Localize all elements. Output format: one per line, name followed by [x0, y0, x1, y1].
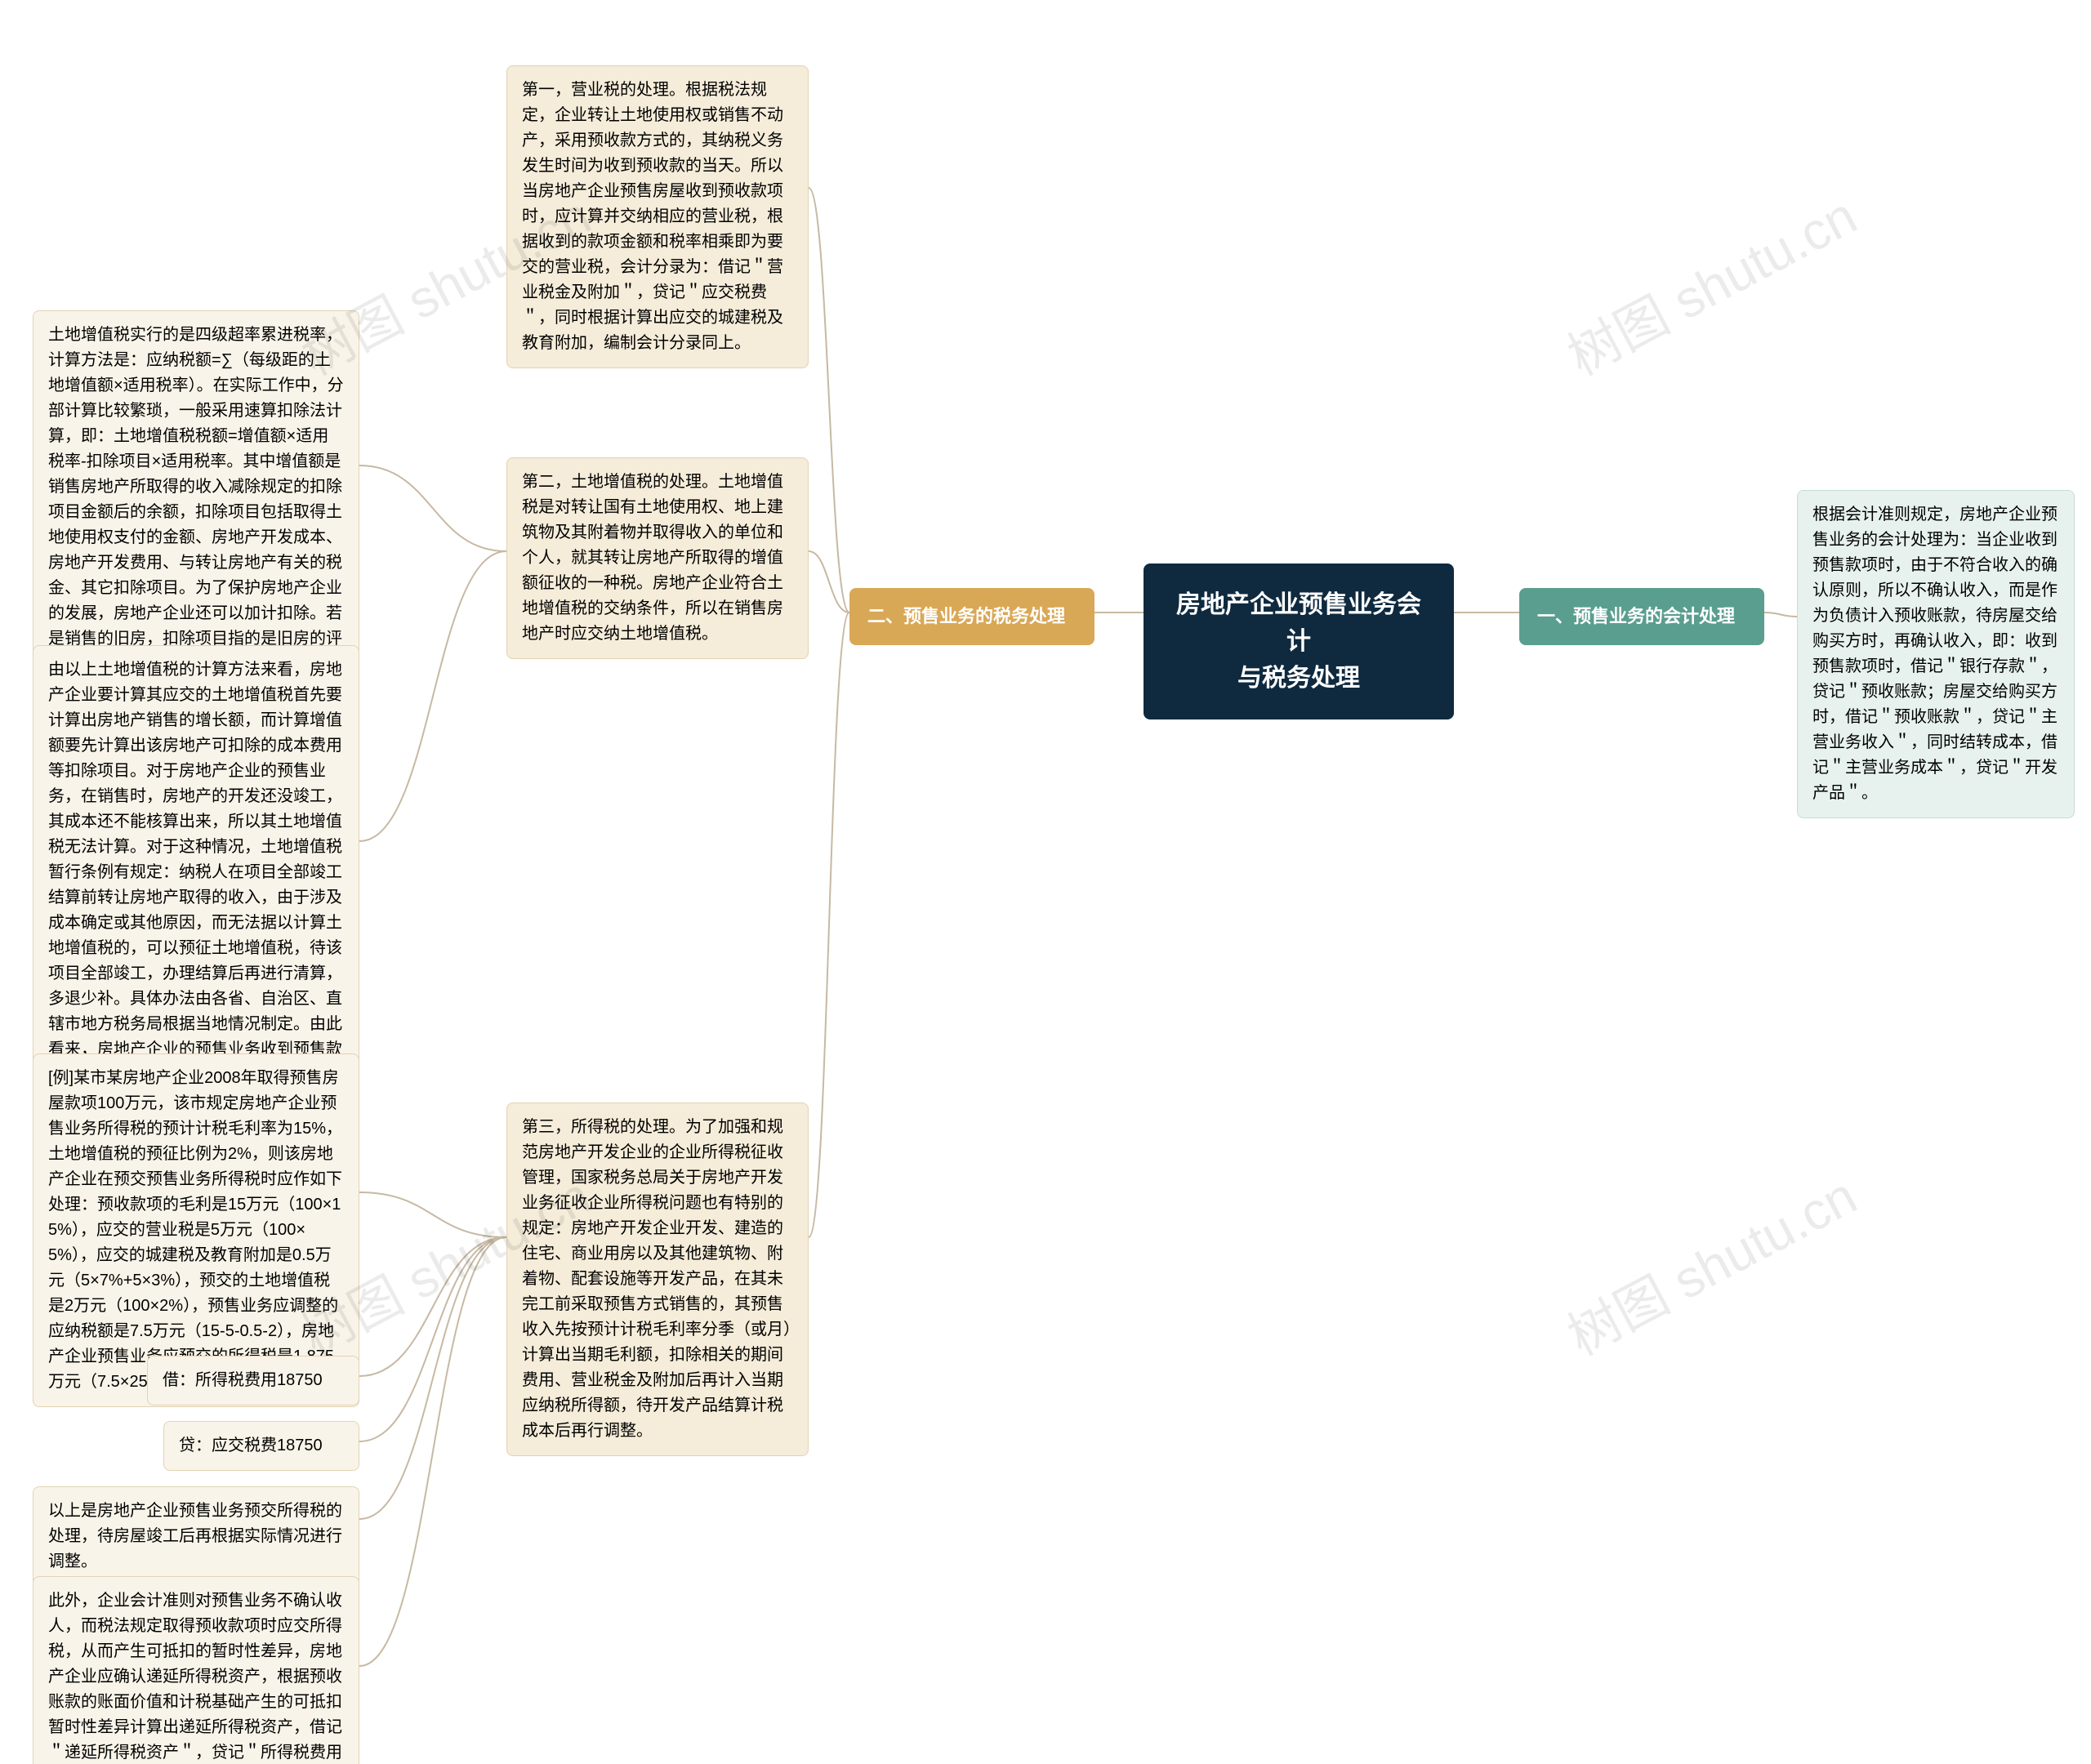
- sub-tax-1: 第二，土地增值税的处理。土地增值税是对转让国有土地使用权、地上建筑物及其附着物并…: [506, 457, 809, 659]
- sub-tax-2: 第三，所得税的处理。为了加强和规范房地产开发企业的企业所得税征收管理，国家税务总…: [506, 1102, 809, 1456]
- leaf-tax-2-2: 贷：应交税费18750: [163, 1421, 359, 1471]
- root-node: 房地产企业预售业务会计 与税务处理: [1144, 564, 1454, 719]
- leaf-tax-2-4: 此外，企业会计准则对预售业务不确认收人，而税法规定取得预收款项时应交所得税，从而…: [33, 1576, 359, 1764]
- branch-accounting: 一、预售业务的会计处理: [1519, 588, 1764, 645]
- leaf-tax-2-1: 借：所得税费用18750: [147, 1356, 359, 1405]
- leaf-tax-2-3: 以上是房地产企业预售业务预交所得税的处理，待房屋竣工后再根据实际情况进行调整。: [33, 1486, 359, 1587]
- branch-tax: 二、预售业务的税务处理: [849, 588, 1095, 645]
- watermark-1: 树图 shutu.cn: [1553, 175, 1868, 390]
- leaf-tax-2-0: [例]某市某房地产企业2008年取得预售房屋款项100万元，该市规定房地产企业预…: [33, 1054, 359, 1407]
- watermark-3: 树图 shutu.cn: [1553, 1155, 1868, 1370]
- leaf-tax-1-0: 土地增值税实行的是四级超率累进税率，计算方法是：应纳税额=∑（每级距的土地增值额…: [33, 310, 359, 689]
- leaf-accounting-0: 根据会计准则规定，房地产企业预售业务的会计处理为：当企业收到预售款项时，由于不符…: [1797, 490, 2075, 818]
- sub-tax-0: 第一，营业税的处理。根据税法规定，企业转让土地使用权或销售不动产，采用预收款方式…: [506, 65, 809, 368]
